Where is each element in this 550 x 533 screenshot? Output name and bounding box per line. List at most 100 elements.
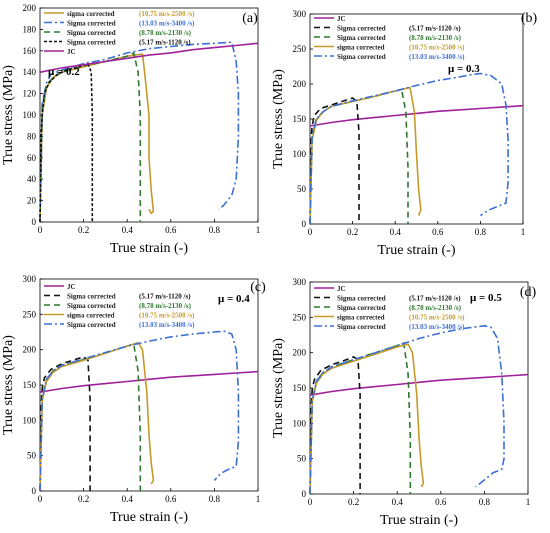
x-tick-label: 0 (38, 494, 43, 504)
x-tick-label: 1 (256, 225, 261, 235)
y-tick-label: 100 (293, 149, 307, 159)
y-tick-label: 0 (302, 219, 307, 229)
legend-condition: (10.75 m/s-2500 /s) (409, 314, 465, 322)
series-line-4 (309, 86, 422, 225)
y-tick-label: 300 (23, 274, 37, 284)
y-tick-label: 150 (23, 380, 37, 390)
x-axis-label: True strain (-) (377, 243, 455, 258)
y-tick-label: 50 (297, 454, 307, 464)
series-line-5 (309, 324, 505, 495)
y-tick-label: 300 (293, 277, 307, 287)
x-tick-label: 0.8 (209, 225, 221, 235)
y-tick-label: 160 (23, 46, 37, 56)
x-tick-label: 1 (521, 227, 526, 237)
x-tick-label: 0.4 (392, 497, 404, 507)
x-tick-label: 1 (256, 494, 261, 504)
legend-condition: (8.78 m/s-2130 /s) (409, 304, 462, 312)
legend-label: Sigma corrected (67, 29, 116, 37)
series-line-4 (309, 343, 425, 495)
y-tick-label: 100 (23, 110, 37, 120)
y-tick-label: 20 (27, 196, 37, 206)
legend-label: sigma corrected (337, 314, 385, 322)
legend-label: Sigma corrected (337, 323, 386, 331)
x-tick-label: 0.2 (348, 497, 359, 507)
y-axis-label: True stress (MPa) (271, 69, 286, 169)
mu-annotation: μ = 0.4 (218, 293, 250, 305)
y-axis-label: True stress (MPa) (1, 335, 16, 435)
x-tick-label: 0.2 (78, 225, 89, 235)
series-line-4 (39, 341, 155, 492)
chart-panel-4: 0 0.2 0.4 0.6 0.8 1 0 50 100 150 200 250 300 True str… (271, 277, 536, 528)
x-tick-label: 0 (38, 225, 43, 235)
y-tick-label: 50 (297, 184, 307, 194)
series-line-5 (309, 72, 509, 225)
legend-condition: (8.78 m/s-2130 /s) (409, 34, 462, 42)
mu-annotation: μ = 0.2 (48, 66, 80, 78)
series-line-1 (39, 370, 259, 393)
legend-label: JC (337, 15, 346, 23)
series-line-5 (39, 42, 259, 73)
y-tick-label: 300 (293, 9, 307, 19)
y-tick-label: 200 (23, 3, 37, 13)
legend-label: sigma corrected (67, 10, 115, 18)
x-tick-label: 0.4 (122, 494, 134, 504)
mu-annotation: μ = 0.3 (448, 63, 480, 75)
x-tick-label: 0.8 (475, 227, 487, 237)
panel-label: (d) (520, 285, 537, 300)
x-tick-label: 0.4 (122, 225, 134, 235)
legend-condition: (5.17 m/s-1120 /s) (139, 39, 191, 47)
x-axis-label: True strain (-) (110, 241, 188, 256)
series-line-2 (309, 97, 360, 225)
y-tick-label: 180 (23, 24, 37, 34)
x-tick-label: 0.6 (165, 225, 177, 235)
y-tick-label: 250 (23, 309, 37, 319)
x-axis-label: True strain (-) (110, 510, 188, 525)
x-axis-label: True strain (-) (380, 513, 458, 528)
legend-label: sigma corrected (67, 312, 115, 320)
y-tick-label: 200 (23, 345, 37, 355)
legend-condition: (13.03 m/s-3400 /s) (139, 20, 195, 28)
y-tick-label: 80 (27, 131, 37, 141)
series-line-3 (39, 52, 142, 223)
y-tick-label: 50 (27, 451, 37, 461)
legend-condition: (5.17 m/s-1120 /s) (409, 25, 461, 33)
legend-label: Sigma corrected (67, 321, 116, 329)
y-tick-label: 200 (293, 348, 307, 358)
legend-label: sigma corrected (337, 44, 385, 52)
legend-condition: (13.03 m/s-3400 /s) (409, 53, 465, 61)
chart-panel-2: 0 0.2 0.4 0.6 0.8 1 0 50 100 150 200 250 300 True str… (271, 9, 537, 258)
mu-annotation: μ = 0.5 (470, 292, 502, 304)
chart-panel-3: 0 0.2 0.4 0.6 0.8 1 0 50 100 150 200 250 300 True str… (1, 274, 266, 525)
y-tick-label: 150 (293, 383, 307, 393)
series-line-2 (309, 356, 361, 495)
x-tick-label: 0.4 (390, 227, 402, 237)
y-tick-label: 150 (293, 114, 307, 124)
series-line-2 (39, 355, 91, 492)
y-tick-label: 0 (32, 486, 37, 496)
legend-label: Sigma corrected (337, 25, 386, 33)
series-line-2 (39, 41, 240, 223)
legend-label: Sigma corrected (67, 302, 116, 310)
series-line-1 (39, 53, 155, 223)
y-tick-label: 120 (23, 89, 37, 99)
y-tick-label: 40 (27, 174, 37, 184)
legend-label: Sigma corrected (337, 295, 386, 303)
series-line-5 (39, 330, 240, 492)
y-tick-label: 60 (27, 153, 37, 163)
y-tick-label: 250 (293, 312, 307, 322)
legend-label: Sigma corrected (67, 39, 116, 47)
legend-condition: (8.78 m/s-2130 /s) (139, 29, 192, 37)
chart-panel-1: 0 0.2 0.4 0.6 0.8 1 0 20 40 60 80 100 120 140 160 180 20… (1, 3, 260, 256)
legend-label: Sigma corrected (337, 53, 386, 61)
legend-condition: (10.75 m/s-2500 /s) (139, 312, 195, 320)
legend-condition: (10.75 m/s-2500 /s) (139, 10, 195, 18)
legend-label: Sigma corrected (67, 20, 116, 28)
x-tick-label: 0.2 (78, 494, 89, 504)
x-tick-label: 0 (308, 497, 313, 507)
y-axis-label: True stress (MPa) (1, 65, 16, 165)
legend-condition: (13.03 m/s-3400 /s) (139, 321, 195, 329)
legend-condition: (5.17 m/s-1120 /s) (139, 293, 191, 301)
x-tick-label: 0 (308, 227, 313, 237)
y-tick-label: 0 (302, 489, 307, 499)
